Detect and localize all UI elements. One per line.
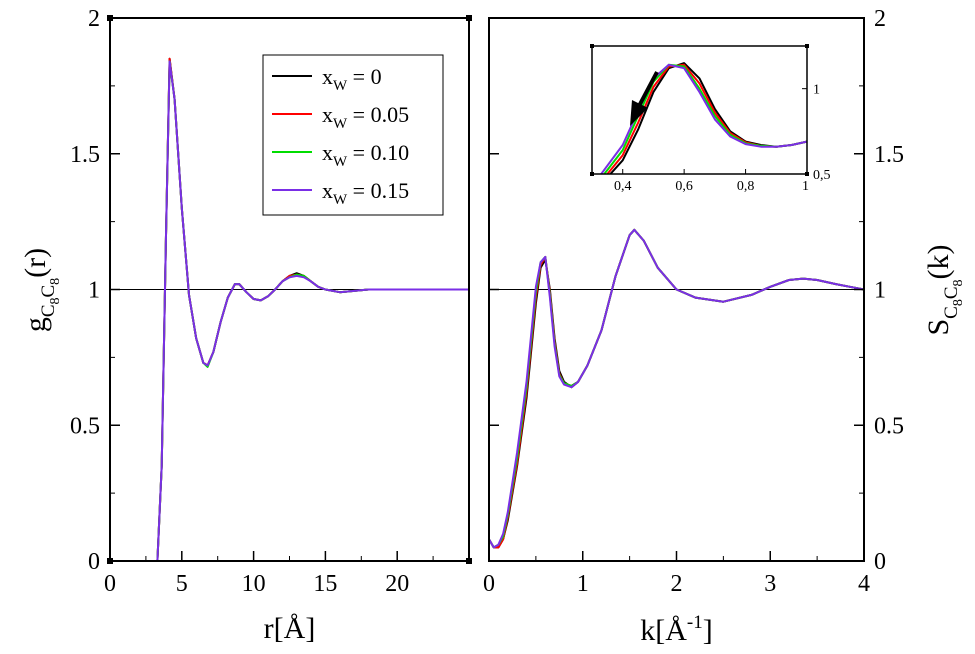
legend-entry: xW = 0.15 bbox=[322, 178, 409, 208]
x-tick-label: 2 bbox=[671, 571, 683, 597]
right-series-line bbox=[488, 228, 865, 549]
inset-x-tick-label: 0,8 bbox=[737, 179, 755, 194]
x-tick-label: 10 bbox=[242, 571, 266, 597]
inset-corner-mark bbox=[590, 172, 594, 176]
y-tick-label: 0 bbox=[874, 549, 886, 575]
y-tick-label: 0 bbox=[88, 549, 100, 575]
inset-x-tick-label: 0,6 bbox=[675, 179, 693, 194]
x-tick-label: 20 bbox=[385, 571, 409, 597]
x-tick-label: 3 bbox=[764, 571, 776, 597]
y-tick-label: 2 bbox=[874, 6, 886, 32]
inset-y-tick-label: 0,5 bbox=[813, 168, 831, 183]
inset-frame bbox=[591, 45, 808, 175]
arrow-shaft bbox=[637, 71, 659, 107]
legend: xW = 0 xW = 0.05 xW = 0.10 xW = 0.15 bbox=[262, 54, 444, 216]
y-tick-label: 1.5 bbox=[70, 142, 100, 168]
right-series-line bbox=[488, 228, 865, 549]
y-tick-label: 0.5 bbox=[874, 413, 904, 439]
arrow-head bbox=[630, 100, 648, 126]
x-tick-label: 1 bbox=[577, 571, 589, 597]
y-tick-label: 1 bbox=[874, 278, 886, 304]
x-tick-label: 5 bbox=[176, 571, 188, 597]
inset-corner-mark bbox=[805, 44, 809, 48]
y-tick-label: 0.5 bbox=[70, 413, 100, 439]
legend-entry: xW = 0 bbox=[322, 64, 382, 94]
y-axis-label: SC8C8(k) bbox=[922, 244, 966, 335]
y-tick-label: 2 bbox=[88, 6, 100, 32]
right-series-line bbox=[488, 228, 865, 549]
inset-x-tick-label: 0,4 bbox=[614, 179, 632, 194]
x-tick-label: 0 bbox=[483, 571, 495, 597]
inset-corner-mark bbox=[590, 44, 594, 48]
inset-x-tick-label: 1 bbox=[802, 179, 809, 194]
inset-panel: 0,4 0,6 0,8 1 0,5 1 bbox=[590, 44, 831, 194]
legend-box bbox=[262, 54, 444, 216]
legend-entry: xW = 0.10 bbox=[322, 140, 409, 170]
y-axis-label: gC8C8(r) bbox=[19, 248, 63, 332]
right-series-line bbox=[488, 228, 865, 549]
corner-mark bbox=[466, 15, 472, 21]
inset-y-tick-label: 1 bbox=[813, 83, 820, 98]
x-axis-label: k[Å-1] bbox=[640, 612, 712, 647]
inset-background bbox=[592, 46, 807, 174]
x-tick-label: 4 bbox=[858, 571, 870, 597]
y-tick-label: 1.5 bbox=[874, 142, 904, 168]
x-axis-label: r[Å] bbox=[264, 612, 316, 645]
corner-mark bbox=[466, 558, 472, 564]
y-tick-label: 1 bbox=[88, 278, 100, 304]
x-tick-label: 15 bbox=[313, 571, 337, 597]
legend-entry: xW = 0.05 bbox=[322, 102, 409, 132]
x-tick-label: 0 bbox=[104, 571, 116, 597]
left-series-line bbox=[156, 60, 469, 562]
right-panel: 0 1 2 3 400.511.52k[Å-1]SC8C8(k) bbox=[483, 6, 966, 647]
